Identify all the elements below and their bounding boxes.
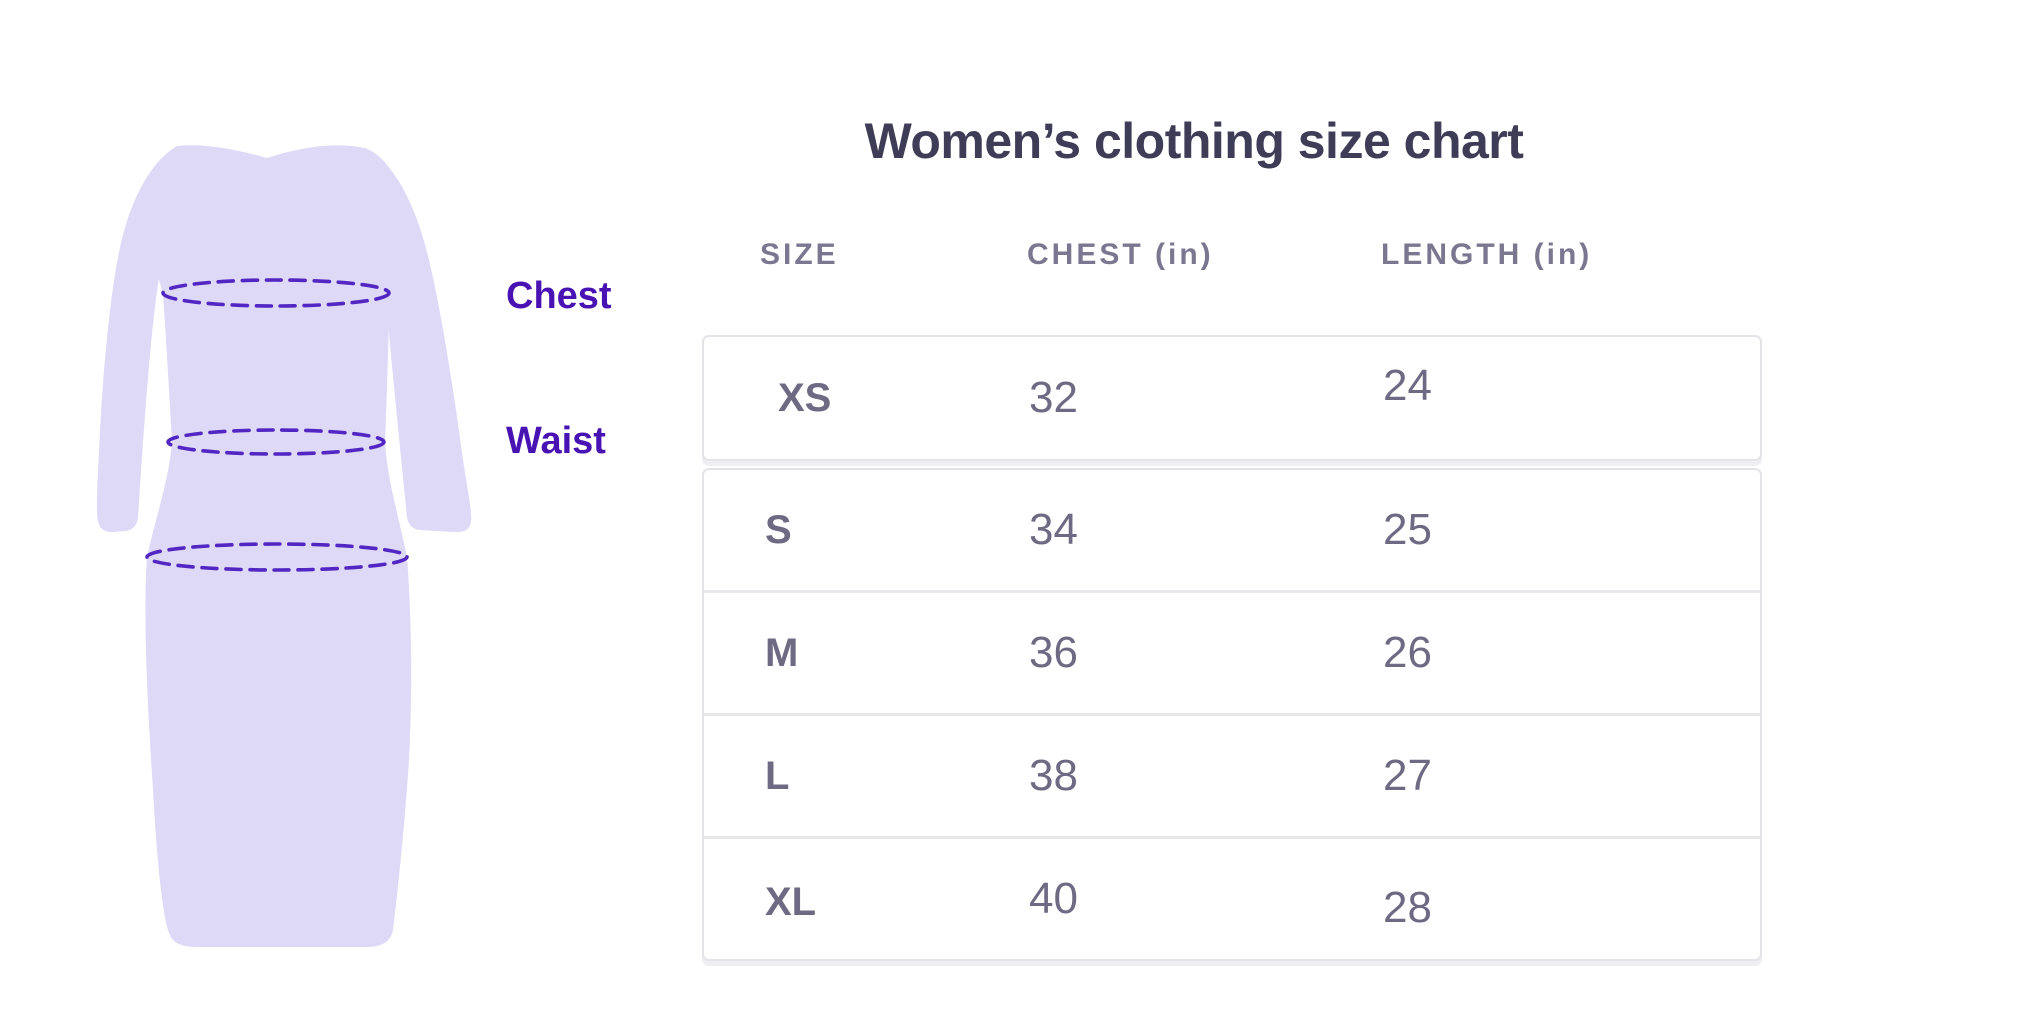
length-cell: 26 <box>1383 628 1432 677</box>
size-cell: L <box>765 753 790 798</box>
dress-illustration-svg <box>96 145 472 947</box>
hip-measure-line <box>145 542 409 572</box>
chest-cell: 34 <box>1029 505 1078 554</box>
size-cell: XS <box>778 375 832 420</box>
table-row: XL 40 28 <box>704 836 1760 959</box>
waist-measure-line <box>166 428 386 456</box>
column-header-size: SIZE <box>760 238 839 271</box>
chest-label: Chest <box>506 275 612 317</box>
chest-cell: 40 <box>1029 874 1078 923</box>
size-cell: M <box>765 630 799 675</box>
chest-measure-line <box>161 278 391 308</box>
size-cell: XL <box>765 879 817 924</box>
table-row: XS 32 24 <box>704 337 1760 459</box>
dress-torso-silhouette <box>145 145 412 947</box>
table-row: M 36 26 <box>704 590 1760 713</box>
length-cell: 27 <box>1383 751 1432 800</box>
table-row: S 34 25 <box>704 470 1760 590</box>
dress-right-sleeve <box>365 148 472 533</box>
page-title: Women’s clothing size chart <box>864 113 1524 169</box>
table-row-box-xs: XS 32 24 <box>702 335 1762 461</box>
table-row: L 38 27 <box>704 713 1760 836</box>
size-cell: S <box>765 507 792 552</box>
length-cell: 25 <box>1383 505 1432 554</box>
length-cell: 28 <box>1383 883 1432 932</box>
column-header-chest: CHEST (in) <box>1027 238 1214 271</box>
dress-illustration <box>95 140 485 965</box>
column-header-length: LENGTH (in) <box>1381 238 1593 271</box>
table-rows-box: S 34 25 M 36 26 L 38 27 XL 40 28 <box>702 468 1762 961</box>
length-cell: 24 <box>1383 361 1432 410</box>
waist-label: Waist <box>506 420 606 462</box>
dress-left-sleeve <box>96 146 177 533</box>
chest-cell: 38 <box>1029 751 1078 800</box>
chest-cell: 36 <box>1029 628 1078 677</box>
chest-cell: 32 <box>1029 373 1078 422</box>
